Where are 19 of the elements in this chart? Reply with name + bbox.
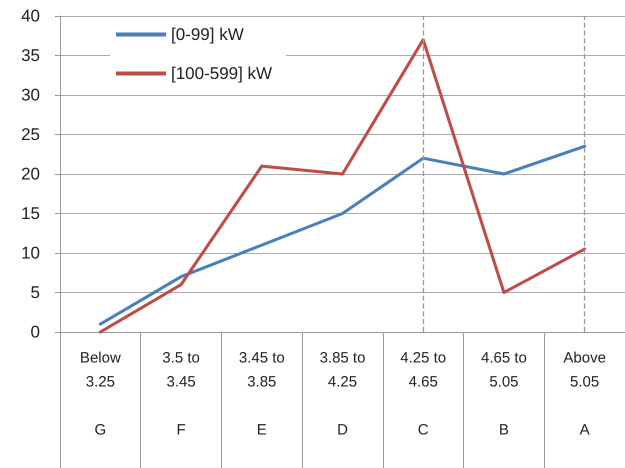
y-tick-label: 0 [30, 322, 40, 342]
y-tick-label: 30 [21, 86, 40, 104]
y-tick-label: 40 [21, 6, 40, 26]
line-series [98, 144, 586, 326]
category-label: 4.65 to 5.05 B [480, 350, 527, 438]
category-label: 3.85 to 4.25 D [320, 350, 366, 438]
y-tick-label: 10 [21, 244, 40, 262]
y-tick-label: 5 [30, 283, 40, 302]
category-label: 3.5 to 3.45 F [162, 350, 200, 438]
category-label: Above 5.05 A [563, 350, 606, 438]
category-label: 3.45 to 3.85 E [238, 350, 285, 438]
category-label: Below 3.25 G [80, 350, 121, 438]
y-tick-label: 25 [21, 125, 40, 144]
y-tick-label: 20 [21, 164, 40, 184]
category-label: 4.25 to 4.65 C [400, 350, 446, 438]
legend-label: [0-99] kW [171, 25, 244, 44]
y-tick-label: 35 [21, 46, 40, 65]
legend-label: [100-599] kW [171, 64, 272, 83]
y-tick-label: 15 [21, 204, 40, 223]
